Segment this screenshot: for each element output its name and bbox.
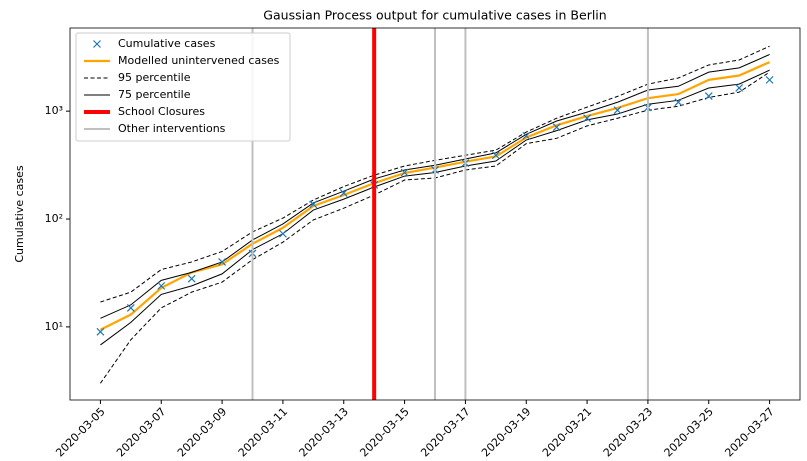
legend-label: 75 percentile xyxy=(118,88,191,101)
data-marker xyxy=(400,168,409,177)
y-tick-label: 10¹ xyxy=(45,320,63,333)
x-tick-label: 2020-03-15 xyxy=(357,405,411,459)
data-marker xyxy=(339,189,348,197)
y-tick-label: 10² xyxy=(45,212,63,225)
data-marker xyxy=(522,131,531,140)
data-marker xyxy=(552,123,561,132)
y-tick-label: 10³ xyxy=(45,104,63,117)
x-tick-label: 2020-03-11 xyxy=(236,405,290,459)
data-marker xyxy=(126,303,135,312)
data-marker xyxy=(765,75,774,84)
data-marker xyxy=(735,84,744,92)
data-marker xyxy=(613,106,622,115)
data-marker xyxy=(704,92,713,100)
x-tick-label: 2020-03-05 xyxy=(53,405,107,459)
legend-label: Other interventions xyxy=(118,122,226,135)
data-marker xyxy=(278,229,287,238)
x-tick-label: 2020-03-21 xyxy=(540,405,594,459)
data-marker xyxy=(491,151,500,160)
x-tick-label: 2020-03-23 xyxy=(601,405,655,459)
x-tick-label: 2020-03-19 xyxy=(479,405,533,459)
x-tick-label: 2020-03-25 xyxy=(662,405,716,459)
x-tick-label: 2020-03-13 xyxy=(297,405,351,459)
data-marker xyxy=(218,258,227,266)
chart-title: Gaussian Process output for cumulative c… xyxy=(263,8,606,23)
legend-label: School Closures xyxy=(118,105,205,118)
data-marker xyxy=(96,327,105,336)
x-tick-label: 2020-03-27 xyxy=(722,405,776,459)
legend-label: Cumulative cases xyxy=(118,37,216,50)
data-marker xyxy=(187,274,196,283)
x-tick-label: 2020-03-17 xyxy=(418,405,472,459)
data-marker xyxy=(157,281,166,290)
axes-frame xyxy=(69,27,801,401)
y-axis-label: Cumulative cases xyxy=(13,165,26,263)
data-marker xyxy=(674,98,683,107)
data-marker xyxy=(583,114,592,123)
x-tick-label: 2020-03-07 xyxy=(114,405,168,459)
x-tick-label: 2020-03-09 xyxy=(175,405,229,459)
legend-marker xyxy=(93,40,101,48)
legend-label: 95 percentile xyxy=(118,71,191,84)
legend-box xyxy=(75,32,291,142)
legend-label: Modelled unintervened cases xyxy=(118,54,280,67)
data-marker xyxy=(309,200,318,209)
